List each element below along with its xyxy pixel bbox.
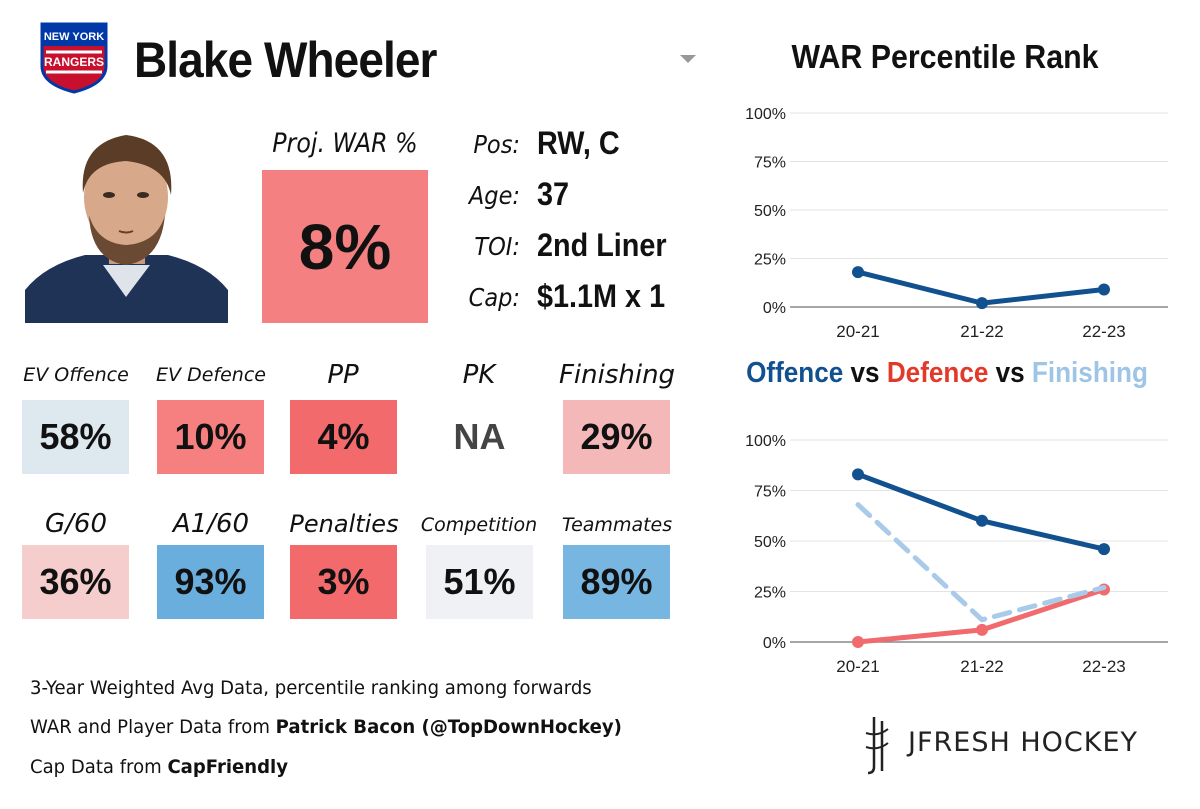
chart2-series-line-finishing [855,502,1107,623]
stat-label-pk: PK [462,360,496,390]
war-percentile-chart: 0% 25% 50% 75% 100% 20-21 21-22 22-23 [745,106,1168,341]
stat-value-a160: 93% [174,561,247,602]
note-cap-source: Cap Data from CapFriendly [30,756,288,778]
logo-text-new-york: NEW YORK [44,31,104,43]
stat-box-teammates: 89% [563,545,670,619]
chart2-title: Offence vs Defence vs Finishing [736,357,1159,390]
stat-box-pp: 4% [290,400,397,474]
stat-box-penalties: 3% [290,545,397,619]
proj-war-box: 8% [262,170,428,323]
age-label: Age: [468,181,520,210]
legend-vs-1: vs [843,357,887,389]
chart1-xtick-label: 20-21 [836,322,879,341]
chart2-ytick-label: 25% [754,585,786,602]
player-headshot [25,125,228,323]
logo-text-rangers: RANGERS [44,55,104,69]
chart1-ytick-label: 50% [754,203,786,220]
chart1-ytick-label: 100% [745,106,786,123]
legend-defence: Defence [886,357,989,389]
stat-label-ev-defence: EV Defence [156,364,266,386]
chart2-ytick-label: 75% [754,484,786,501]
note-war-source-prefix: WAR and Player Data from [30,716,276,738]
stat-label-a160: A1/60 [172,509,250,539]
proj-war-label: Proj. WAR % [272,128,418,159]
team-logo: NEW YORK RANGERS [40,22,108,94]
chart2-xtick-label: 20-21 [836,657,879,676]
stat-box-ev-defence: 10% [157,400,264,474]
stat-label-ev-offence: EV Offence [23,364,129,386]
stat-label-penalties: Penalties [289,510,399,538]
chart1-point-war [976,297,988,310]
chart1-ytick-label: 75% [754,155,786,172]
legend-finishing: Finishing [1031,357,1148,389]
chart2-point-offence [852,468,864,481]
chart2-point-offence [1098,543,1110,556]
stat-label-g60: G/60 [45,509,107,539]
stat-value-pk: NA [453,416,506,457]
cap-label: Cap: [468,283,520,312]
stat-box-g60: 36% [22,545,129,619]
stat-label-pp: PP [327,360,359,390]
stat-value-finishing: 29% [580,416,653,457]
chart2-ytick-label: 100% [745,433,786,450]
chart2-xtick-label: 21-22 [960,657,1003,676]
chart2-xtick-label: 22-23 [1082,657,1125,676]
brand-mark-icon [865,717,889,775]
stat-value-competition: 51% [443,561,516,602]
stat-box-pk: NA [426,400,533,474]
player-select-dropdown-icon[interactable] [680,55,696,63]
chart2-ytick-label: 0% [763,635,786,652]
chart1-xtick-label: 21-22 [960,322,1003,341]
pos-value: RW, C [537,125,620,161]
stat-value-ev-offence: 58% [39,416,112,457]
legend-offence: Offence [746,357,844,389]
player-name: Blake Wheeler [134,32,437,88]
legend-vs-2: vs [988,357,1032,389]
toi-label: TOI: [474,232,520,261]
cap-value: $1.1M x 1 [537,278,666,314]
stat-box-a160: 93% [157,545,264,619]
stat-value-pp: 4% [317,416,370,457]
note-cap-source-link[interactable]: CapFriendly [167,756,289,778]
chart2-point-offence [976,514,988,527]
stat-box-ev-offence: 58% [22,400,129,474]
chart1-ytick-label: 0% [763,300,786,317]
stat-label-competition: Competition [420,514,538,536]
note-data-description: 3-Year Weighted Avg Data, percentile ran… [30,677,592,699]
chart1-ytick-label: 25% [754,252,786,269]
stat-box-competition: 51% [426,545,533,619]
stat-value-ev-defence: 10% [174,416,247,457]
stat-label-finishing: Finishing [558,360,676,390]
note-war-source-link[interactable]: Patrick Bacon (@TopDownHockey) [275,716,622,738]
chart1-xtick-label: 22-23 [1082,322,1125,341]
toi-value: 2nd Liner [537,227,667,263]
note-war-source: WAR and Player Data from Patrick Bacon (… [30,716,622,738]
brand-text: JFRESH HOCKEY [908,727,1139,758]
chart2-point-defence [852,636,864,648]
stat-box-finishing: 29% [563,400,670,474]
brand-logo: JFRESH HOCKEY [860,715,1180,775]
chart1-title: WAR Percentile Rank [791,38,1099,75]
stat-value-teammates: 89% [580,561,653,602]
chart2-ytick-label: 50% [754,534,786,551]
age-value: 37 [537,176,570,212]
offence-defence-finishing-chart: 0% 25% 50% 75% 100% 20-21 21-22 22-23 [745,433,1168,676]
stat-value-g60: 36% [39,561,112,602]
pos-label: Pos: [473,130,520,159]
stat-label-teammates: Teammates [561,514,673,536]
note-cap-source-prefix: Cap Data from [30,756,168,778]
chart1-point-war [852,266,864,279]
stat-value-penalties: 3% [317,561,370,602]
chart2-point-defence [976,623,988,636]
chart1-point-war [1098,283,1110,296]
proj-war-value: 8% [298,210,392,283]
